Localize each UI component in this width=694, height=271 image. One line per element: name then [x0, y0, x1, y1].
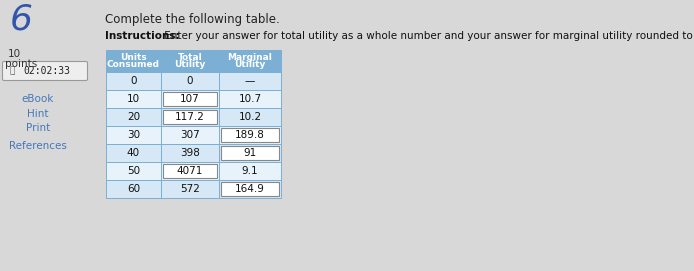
Text: 0: 0 [187, 76, 193, 86]
Text: Marginal: Marginal [228, 53, 273, 62]
Text: Enter your answer for total utility as a whole number and your answer for margin: Enter your answer for total utility as a… [161, 31, 694, 41]
Bar [219, 180, 281, 198]
Bar [161, 162, 219, 180]
Text: 30: 30 [127, 130, 140, 140]
Bar [221, 146, 279, 160]
Text: 50: 50 [127, 166, 140, 176]
Bar [161, 126, 219, 144]
Bar [219, 162, 281, 180]
Text: 107: 107 [180, 94, 200, 104]
Bar [219, 50, 281, 72]
Text: 02:02:33: 02:02:33 [24, 66, 71, 76]
Bar [161, 50, 219, 72]
Bar [219, 144, 281, 162]
Text: Utility: Utility [235, 60, 266, 69]
Bar [163, 92, 217, 106]
Text: Units: Units [120, 53, 147, 62]
FancyBboxPatch shape [3, 62, 87, 80]
Text: 10: 10 [8, 49, 21, 59]
Bar [106, 180, 161, 198]
Text: 117.2: 117.2 [175, 112, 205, 122]
Bar [221, 182, 279, 196]
Text: 9.1: 9.1 [242, 166, 258, 176]
Bar [219, 126, 281, 144]
Bar [106, 162, 161, 180]
Text: 307: 307 [180, 130, 200, 140]
Text: Utility: Utility [174, 60, 205, 69]
Text: Total: Total [178, 53, 203, 62]
Bar [106, 126, 161, 144]
Text: Complete the following table.: Complete the following table. [105, 13, 280, 26]
Bar [161, 72, 219, 90]
Text: ⏰: ⏰ [10, 66, 15, 76]
Text: Consumed: Consumed [107, 60, 160, 69]
Text: points: points [5, 59, 37, 69]
Bar [161, 90, 219, 108]
Bar [163, 164, 217, 178]
Text: 4071: 4071 [177, 166, 203, 176]
Bar [161, 108, 219, 126]
Bar [163, 110, 217, 124]
Text: 6: 6 [10, 3, 33, 37]
Text: 40: 40 [127, 148, 140, 158]
Bar [221, 128, 279, 142]
Text: 91: 91 [244, 148, 257, 158]
Text: References: References [9, 141, 67, 151]
Text: 189.8: 189.8 [235, 130, 265, 140]
Text: 164.9: 164.9 [235, 184, 265, 194]
Bar [106, 144, 161, 162]
Text: 10.7: 10.7 [239, 94, 262, 104]
Text: 572: 572 [180, 184, 200, 194]
Text: Print: Print [26, 123, 50, 133]
Bar [106, 90, 161, 108]
Bar [161, 180, 219, 198]
Text: Instructions:: Instructions: [105, 31, 180, 41]
Text: 10: 10 [127, 94, 140, 104]
Text: eBook: eBook [22, 94, 54, 104]
Text: —: — [245, 76, 255, 86]
Bar [161, 144, 219, 162]
Bar [219, 90, 281, 108]
Bar [106, 50, 161, 72]
Text: 10.2: 10.2 [239, 112, 262, 122]
Text: 60: 60 [127, 184, 140, 194]
Bar [106, 72, 161, 90]
Text: 20: 20 [127, 112, 140, 122]
Bar [219, 72, 281, 90]
Bar [219, 108, 281, 126]
Text: 398: 398 [180, 148, 200, 158]
Text: 0: 0 [130, 76, 137, 86]
Text: Hint: Hint [27, 109, 49, 119]
Bar [106, 108, 161, 126]
